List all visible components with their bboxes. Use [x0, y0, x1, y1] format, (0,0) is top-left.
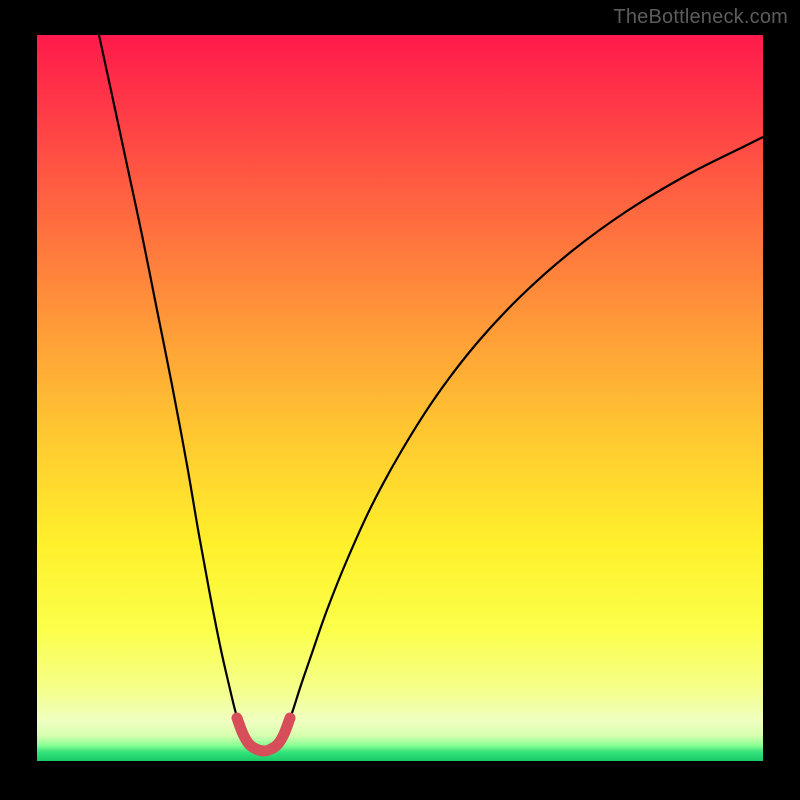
plot-area	[37, 35, 763, 761]
highlight-optimal-segment	[237, 718, 290, 751]
curve-right	[283, 137, 763, 736]
watermark-text: TheBottleneck.com	[613, 6, 788, 29]
figure-frame: TheBottleneck.com	[0, 0, 800, 800]
bottleneck-curve-chart	[37, 35, 763, 761]
curve-left	[99, 35, 244, 736]
